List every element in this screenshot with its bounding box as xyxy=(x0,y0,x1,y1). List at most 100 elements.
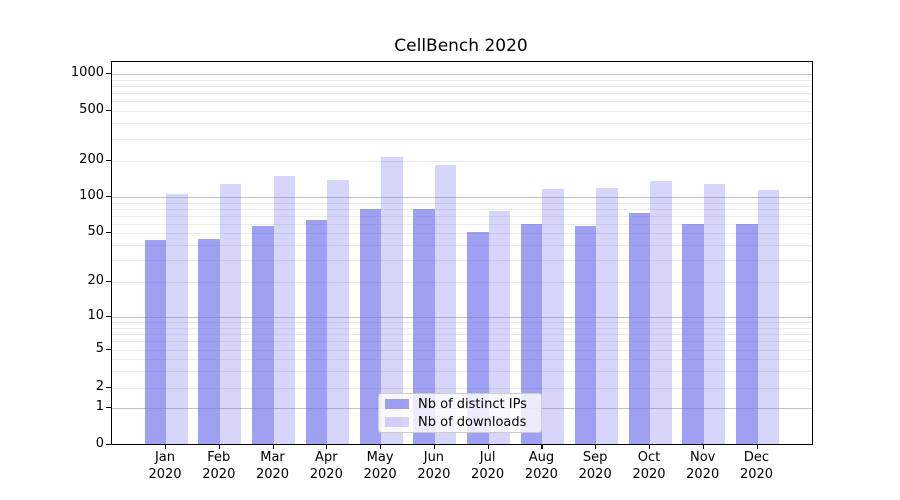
legend-label-downloads: Nb of downloads xyxy=(418,414,527,430)
gridline-10 xyxy=(112,317,812,318)
x-tick-mark xyxy=(165,444,167,449)
x-tick-label-oct: Oct 2020 xyxy=(632,450,666,482)
x-tick-mark xyxy=(218,444,220,449)
y-tick-label-1000: 1000 xyxy=(70,65,104,80)
gridline-90 xyxy=(112,202,812,204)
x-tick-label-jun: Jun 2020 xyxy=(417,450,451,482)
gridline-700 xyxy=(112,93,812,94)
bar-mar-downloads xyxy=(273,175,295,444)
bar-sep-downloads xyxy=(596,188,618,444)
bar-dec-downloads xyxy=(757,190,779,444)
y-tick-label-50: 50 xyxy=(87,224,104,239)
y-tick-mark xyxy=(106,386,111,388)
bar-nov-distinct-ips xyxy=(682,224,704,444)
bar-jan-downloads xyxy=(166,193,188,444)
y-tick-mark xyxy=(106,160,111,162)
gridline-3 xyxy=(112,370,812,372)
y-tick-label-0: 0 xyxy=(95,435,104,451)
chart-title: CellBench 2020 xyxy=(394,36,528,56)
gridline-6 xyxy=(112,341,812,343)
x-tick-mark xyxy=(702,444,704,449)
x-tick-mark xyxy=(272,444,274,449)
x-tick-label-dec: Dec 2020 xyxy=(739,450,774,482)
y-tick-mark xyxy=(106,196,111,198)
y-tick-label-5: 5 xyxy=(95,341,104,356)
gridline-500 xyxy=(112,111,812,112)
gridline-7 xyxy=(112,334,812,335)
y-tick-mark xyxy=(106,232,111,234)
gridline-300 xyxy=(112,138,812,140)
bar-aug-distinct-ips xyxy=(520,224,543,444)
bar-aug-downloads xyxy=(542,189,564,444)
x-tick-mark xyxy=(380,444,382,449)
x-tick-label-jan: Jan 2020 xyxy=(148,450,182,482)
gridline-60 xyxy=(112,223,812,225)
y-tick-mark xyxy=(106,110,111,112)
bar-jun-distinct-ips xyxy=(413,208,435,444)
y-tick-label-10: 10 xyxy=(87,308,104,323)
legend-swatch-downloads xyxy=(385,417,409,427)
x-tick-mark xyxy=(541,444,543,449)
gridline-4 xyxy=(112,359,812,361)
gridline-100 xyxy=(112,197,812,198)
bar-jun-downloads xyxy=(434,164,457,444)
y-tick-mark xyxy=(106,316,111,318)
gridline-70 xyxy=(112,215,812,217)
x-tick-label-nov: Nov 2020 xyxy=(686,450,720,482)
y-tick-mark xyxy=(106,281,111,283)
gridline-400 xyxy=(112,123,812,125)
bar-feb-distinct-ips xyxy=(198,238,220,444)
x-tick-label-aug: Aug 2020 xyxy=(524,450,558,482)
x-tick-label-mar: Mar 2020 xyxy=(255,450,290,482)
gridline-50 xyxy=(112,233,812,234)
y-tick-mark xyxy=(106,407,111,409)
bar-apr-downloads xyxy=(327,179,349,444)
plot-area: Nb of distinct IPs Nb of downloads xyxy=(111,61,813,445)
gridline-20 xyxy=(112,282,812,283)
gridline-9 xyxy=(112,322,812,323)
x-tick-label-jul: Jul 2020 xyxy=(471,450,505,482)
gridline-8 xyxy=(112,327,812,329)
y-tick-mark xyxy=(106,443,111,445)
bar-dec-distinct-ips xyxy=(736,224,758,444)
y-tick-label-200: 200 xyxy=(79,152,104,167)
bar-oct-downloads xyxy=(650,181,672,444)
bar-may-downloads xyxy=(381,157,403,444)
bar-feb-downloads xyxy=(219,184,242,444)
legend-label-distinct-ips: Nb of distinct IPs xyxy=(418,396,527,412)
gridline-2 xyxy=(112,387,812,389)
bar-jul-downloads xyxy=(488,211,511,444)
y-tick-label-500: 500 xyxy=(79,102,104,117)
y-tick-mark xyxy=(106,73,111,75)
x-tick-mark xyxy=(595,444,597,449)
bar-oct-distinct-ips xyxy=(628,212,650,444)
bar-apr-distinct-ips xyxy=(305,220,328,444)
y-tick-label-1: 1 xyxy=(95,399,104,414)
bar-may-distinct-ips xyxy=(359,209,382,444)
legend: Nb of distinct IPs Nb of downloads xyxy=(378,393,542,433)
y-tick-label-2: 2 xyxy=(95,378,104,394)
gridline-1000 xyxy=(112,74,812,75)
bar-nov-downloads xyxy=(703,184,726,444)
x-tick-mark xyxy=(433,444,436,449)
gridline-80 xyxy=(112,208,812,210)
x-tick-label-may: May 2020 xyxy=(363,450,397,482)
gridline-600 xyxy=(112,101,812,103)
x-tick-label-sep: Sep 2020 xyxy=(578,450,612,482)
gridline-900 xyxy=(112,79,812,81)
bar-mar-distinct-ips xyxy=(252,226,274,444)
legend-item-downloads: Nb of downloads xyxy=(385,415,535,430)
x-tick-mark xyxy=(649,444,651,449)
y-tick-mark xyxy=(106,349,111,351)
x-tick-mark xyxy=(487,444,489,449)
gridline-800 xyxy=(112,85,812,87)
x-tick-label-feb: Feb 2020 xyxy=(202,450,236,482)
legend-item-distinct-ips: Nb of distinct IPs xyxy=(385,397,535,412)
legend-swatch-distinct-ips xyxy=(385,399,409,409)
y-tick-label-20: 20 xyxy=(87,273,104,288)
x-tick-label-apr: Apr 2020 xyxy=(309,450,343,482)
x-tick-mark xyxy=(326,444,328,449)
bar-jan-distinct-ips xyxy=(144,239,166,444)
gridline-30 xyxy=(112,260,812,262)
